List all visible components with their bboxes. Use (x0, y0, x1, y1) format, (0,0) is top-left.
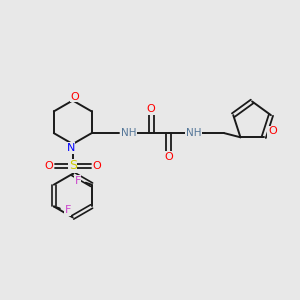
Text: O: O (70, 92, 79, 101)
Text: O: O (92, 161, 101, 171)
Text: O: O (45, 161, 53, 171)
Text: O: O (147, 104, 155, 114)
Text: NH: NH (186, 128, 201, 138)
Text: NH: NH (121, 128, 136, 138)
Text: N: N (67, 143, 75, 153)
Text: S: S (69, 159, 77, 172)
Text: O: O (268, 126, 277, 136)
Text: F: F (64, 206, 71, 215)
Text: O: O (164, 152, 173, 162)
Text: F: F (74, 176, 81, 186)
